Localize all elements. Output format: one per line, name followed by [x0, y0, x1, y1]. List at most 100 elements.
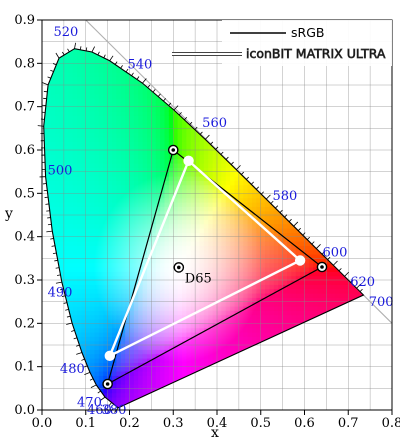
locus-color-cell: [55, 119, 61, 125]
locus-color-cell: [103, 145, 109, 151]
locus-color-cell: [50, 197, 56, 203]
locus-color-cell: [230, 176, 236, 181]
locus-color-cell: [77, 297, 82, 303]
locus-color-cell: [103, 358, 109, 363]
locus-color-cell: [81, 85, 87, 90]
locus-color-cell: [133, 119, 139, 125]
locus-color-cell: [90, 301, 96, 307]
locus-color-cell: [72, 76, 78, 82]
locus-color-cell: [164, 132, 170, 138]
locus-color-cell: [291, 323, 297, 329]
locus-color-cell: [273, 293, 279, 298]
locus-color-cell: [256, 336, 262, 342]
locus-color-cell: [112, 102, 117, 108]
locus-color-cell: [59, 102, 65, 108]
locus-color-cell: [85, 310, 91, 316]
locus-color-cell: [120, 180, 126, 186]
locus-color-cell: [120, 128, 126, 134]
locus-color-cell: [63, 284, 69, 290]
locus-color-cell: [287, 275, 292, 281]
locus-color-cell: [59, 111, 65, 116]
locus-color-cell: [90, 193, 96, 199]
locus-color-cell: [90, 223, 96, 229]
locus-color-cell: [81, 249, 87, 255]
locus-color-cell: [177, 371, 183, 376]
locus-color-cell: [282, 306, 288, 311]
locus-color-cell: [168, 115, 174, 121]
locus-color-cell: [81, 293, 87, 298]
locus-color-cell: [190, 128, 196, 134]
locus-color-cell: [63, 184, 69, 190]
locus-color-cell: [256, 232, 262, 238]
locus-color-cell: [243, 332, 249, 337]
locus-color-cell: [72, 102, 78, 108]
locus-color-cell: [151, 111, 157, 116]
locus-color-cell: [94, 215, 100, 220]
locus-color-cell: [260, 219, 266, 225]
locus-color-cell: [72, 232, 78, 238]
locus-color-cell: [55, 245, 61, 251]
locus-color-cell: [55, 254, 61, 259]
locus-color-cell: [90, 145, 96, 151]
locus-color-cell: [142, 115, 148, 121]
locus-color-cell: [77, 284, 82, 290]
locus-color-cell: [160, 384, 166, 389]
locus-color-cell: [59, 258, 65, 264]
locus-color-cell: [160, 132, 166, 138]
locus-color-cell: [120, 362, 126, 368]
locus-color-cell: [72, 111, 78, 116]
locus-color-cell: [81, 158, 87, 164]
locus-color-cell: [120, 171, 126, 177]
locus-color-cell: [256, 310, 262, 316]
locus-color-cell: [94, 124, 100, 129]
locus-color-cell: [147, 154, 152, 160]
locus-color-cell: [94, 102, 100, 108]
locus-color-cell: [278, 284, 284, 290]
locus-color-cell: [77, 176, 82, 181]
locus-color-cell: [282, 319, 288, 324]
locus-color-cell: [68, 280, 74, 285]
locus-color-cell: [59, 215, 65, 220]
locus-color-cell: [164, 106, 170, 112]
locus-color-cell: [98, 349, 104, 355]
locus-color-cell: [68, 76, 74, 82]
locus-color-cell: [125, 171, 131, 177]
locus-color-cell: [142, 362, 148, 368]
locus-color-cell: [234, 176, 240, 181]
locus-color-cell: [190, 154, 196, 160]
locus-color-cell: [94, 137, 100, 142]
locus-color-cell: [120, 345, 126, 350]
locus-color-cell: [72, 219, 78, 225]
locus-color-cell: [177, 154, 183, 160]
locus-color-cell: [129, 167, 135, 173]
locus-color-cell: [243, 340, 249, 346]
locus-color-cell: [168, 379, 174, 385]
locus-color-cell: [103, 392, 109, 398]
locus-color-cell: [203, 163, 209, 168]
locus-color-cell: [138, 384, 144, 389]
locus-color-cell: [81, 340, 87, 346]
locus-color-cell: [90, 219, 96, 225]
locus-color-cell: [177, 158, 183, 164]
locus-color-cell: [147, 115, 152, 121]
locus-color-cell: [112, 345, 117, 350]
locus-color-cell: [68, 171, 74, 177]
locus-color-cell: [142, 102, 148, 108]
locus-color-cell: [63, 93, 69, 99]
locus-color-cell: [112, 93, 117, 99]
locus-color-cell: [77, 119, 82, 125]
locus-color-cell: [282, 275, 288, 281]
locus-color-cell: [133, 392, 139, 398]
locus-color-cell: [59, 176, 65, 181]
locus-color-cell: [72, 323, 78, 329]
locus-color-cell: [90, 340, 96, 346]
locus-color-cell: [68, 180, 74, 186]
locus-color-cell: [147, 111, 152, 116]
locus-color-cell: [125, 379, 131, 385]
locus-color-cell: [63, 232, 69, 238]
locus-color-cell: [68, 232, 74, 238]
locus-color-cell: [81, 258, 87, 264]
locus-color-cell: [125, 362, 131, 368]
locus-color-cell: [155, 128, 161, 134]
locus-color-cell: [273, 254, 279, 259]
